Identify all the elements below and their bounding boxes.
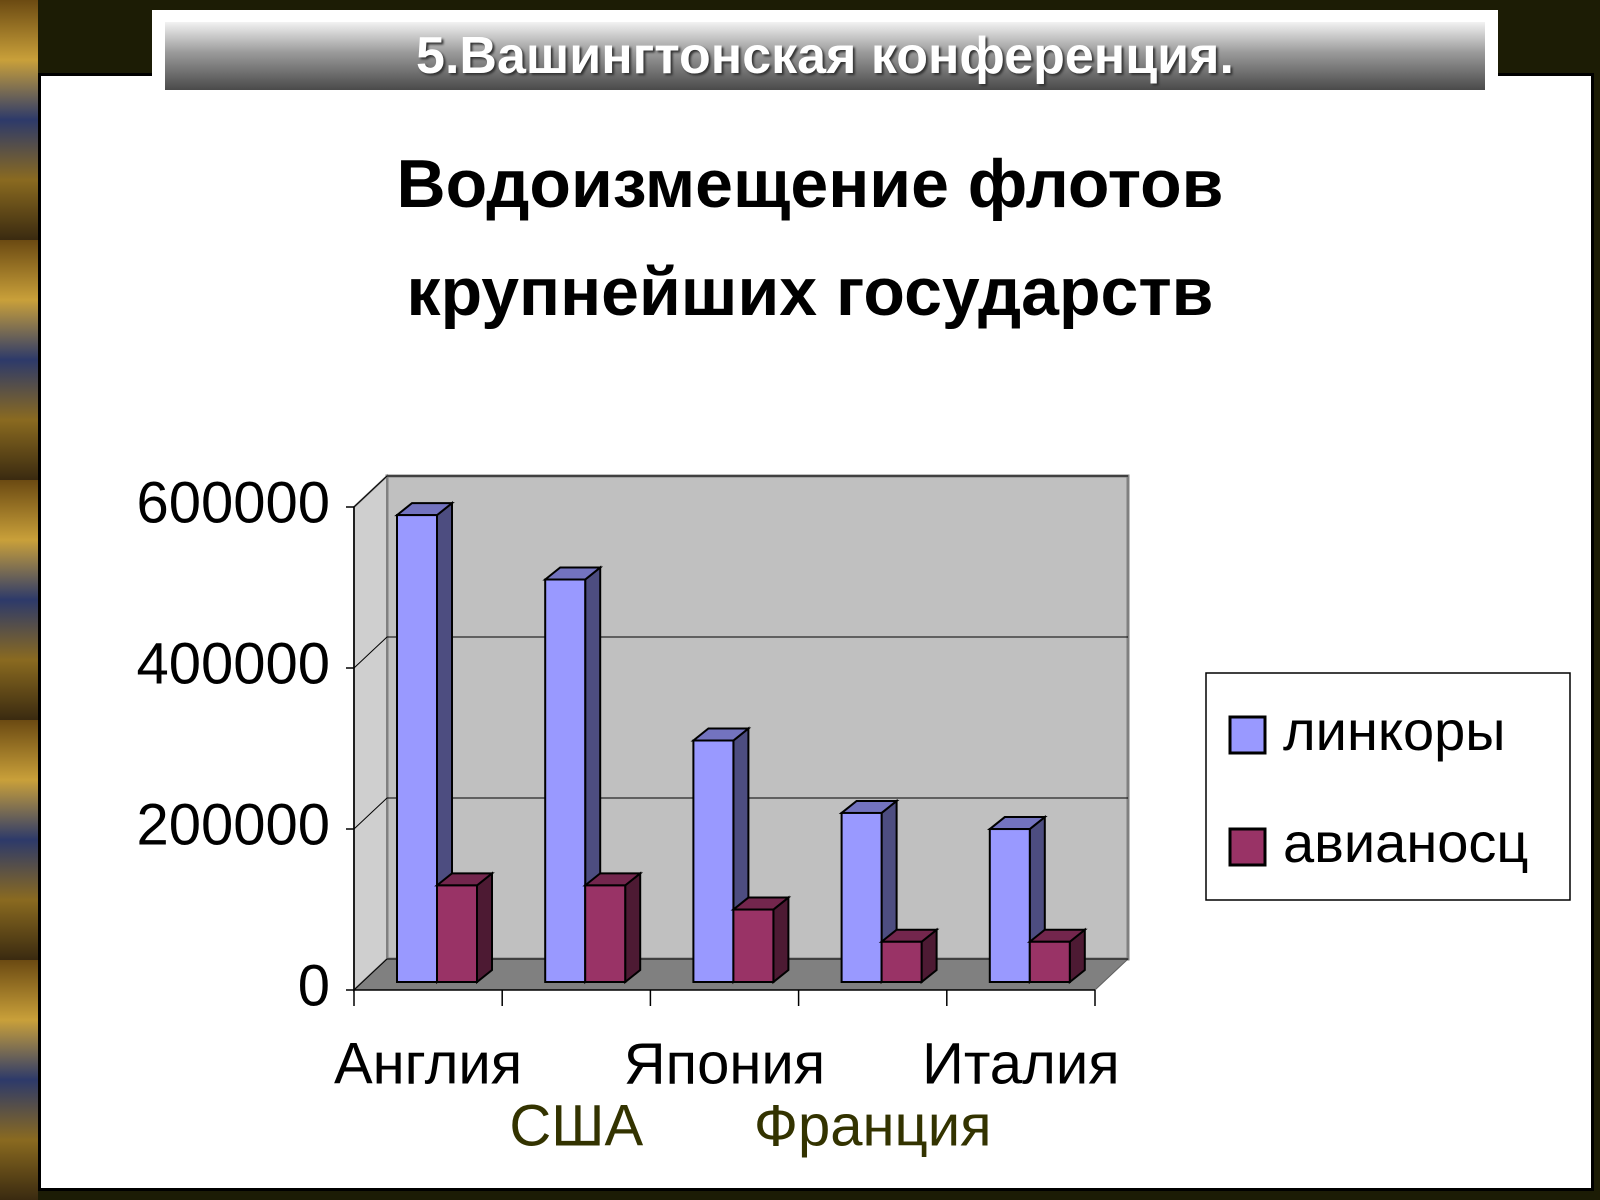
y-tick-label: 200000 (136, 792, 330, 857)
grid-line (353, 958, 388, 991)
decorative-strip (0, 0, 38, 1200)
legend-label: линкоры (1283, 699, 1506, 762)
bar-front (584, 884, 627, 984)
bar-front (396, 514, 438, 983)
x-tick-label: Италия (922, 1031, 1120, 1096)
bar-front (1028, 940, 1071, 983)
bar (730, 895, 792, 985)
legend-label: авианосц (1283, 811, 1528, 874)
bar-front (880, 940, 923, 983)
bar (434, 871, 495, 985)
x-tick-label: США (509, 1093, 643, 1158)
grid-line (353, 475, 388, 508)
bar-front (840, 811, 883, 984)
bar-front (436, 884, 478, 984)
legend-swatch (1228, 827, 1267, 867)
bar-front (988, 828, 1031, 983)
y-tick-label: 400000 (136, 631, 330, 696)
bar (838, 798, 900, 985)
bar-front (692, 739, 735, 983)
grid-line (353, 636, 388, 669)
bar-side (624, 871, 642, 985)
grid-line (353, 797, 388, 830)
bar (1026, 927, 1088, 985)
bar-front (544, 578, 587, 983)
slide-header: 5.Вашингтонская конференция. (165, 22, 1485, 90)
x-tick-label: Франция (754, 1093, 992, 1158)
chart-title: Водоизмещение флотов крупнейших государс… (396, 146, 1224, 330)
legend-box (1205, 672, 1571, 901)
side-wall (353, 473, 388, 993)
bar (986, 814, 1048, 985)
bar (878, 927, 940, 985)
bar-side (476, 871, 493, 985)
x-tick-label: Япония (624, 1031, 825, 1096)
bar-side (772, 895, 790, 985)
bar (582, 871, 644, 985)
legend-swatch (1228, 715, 1267, 755)
x-tick-label: Англия (334, 1031, 522, 1096)
y-tick-label: 600000 (136, 470, 330, 535)
bar (542, 565, 604, 985)
bar (394, 501, 455, 985)
y-tick-label: 0 (298, 953, 330, 1018)
bar-front (732, 908, 775, 983)
